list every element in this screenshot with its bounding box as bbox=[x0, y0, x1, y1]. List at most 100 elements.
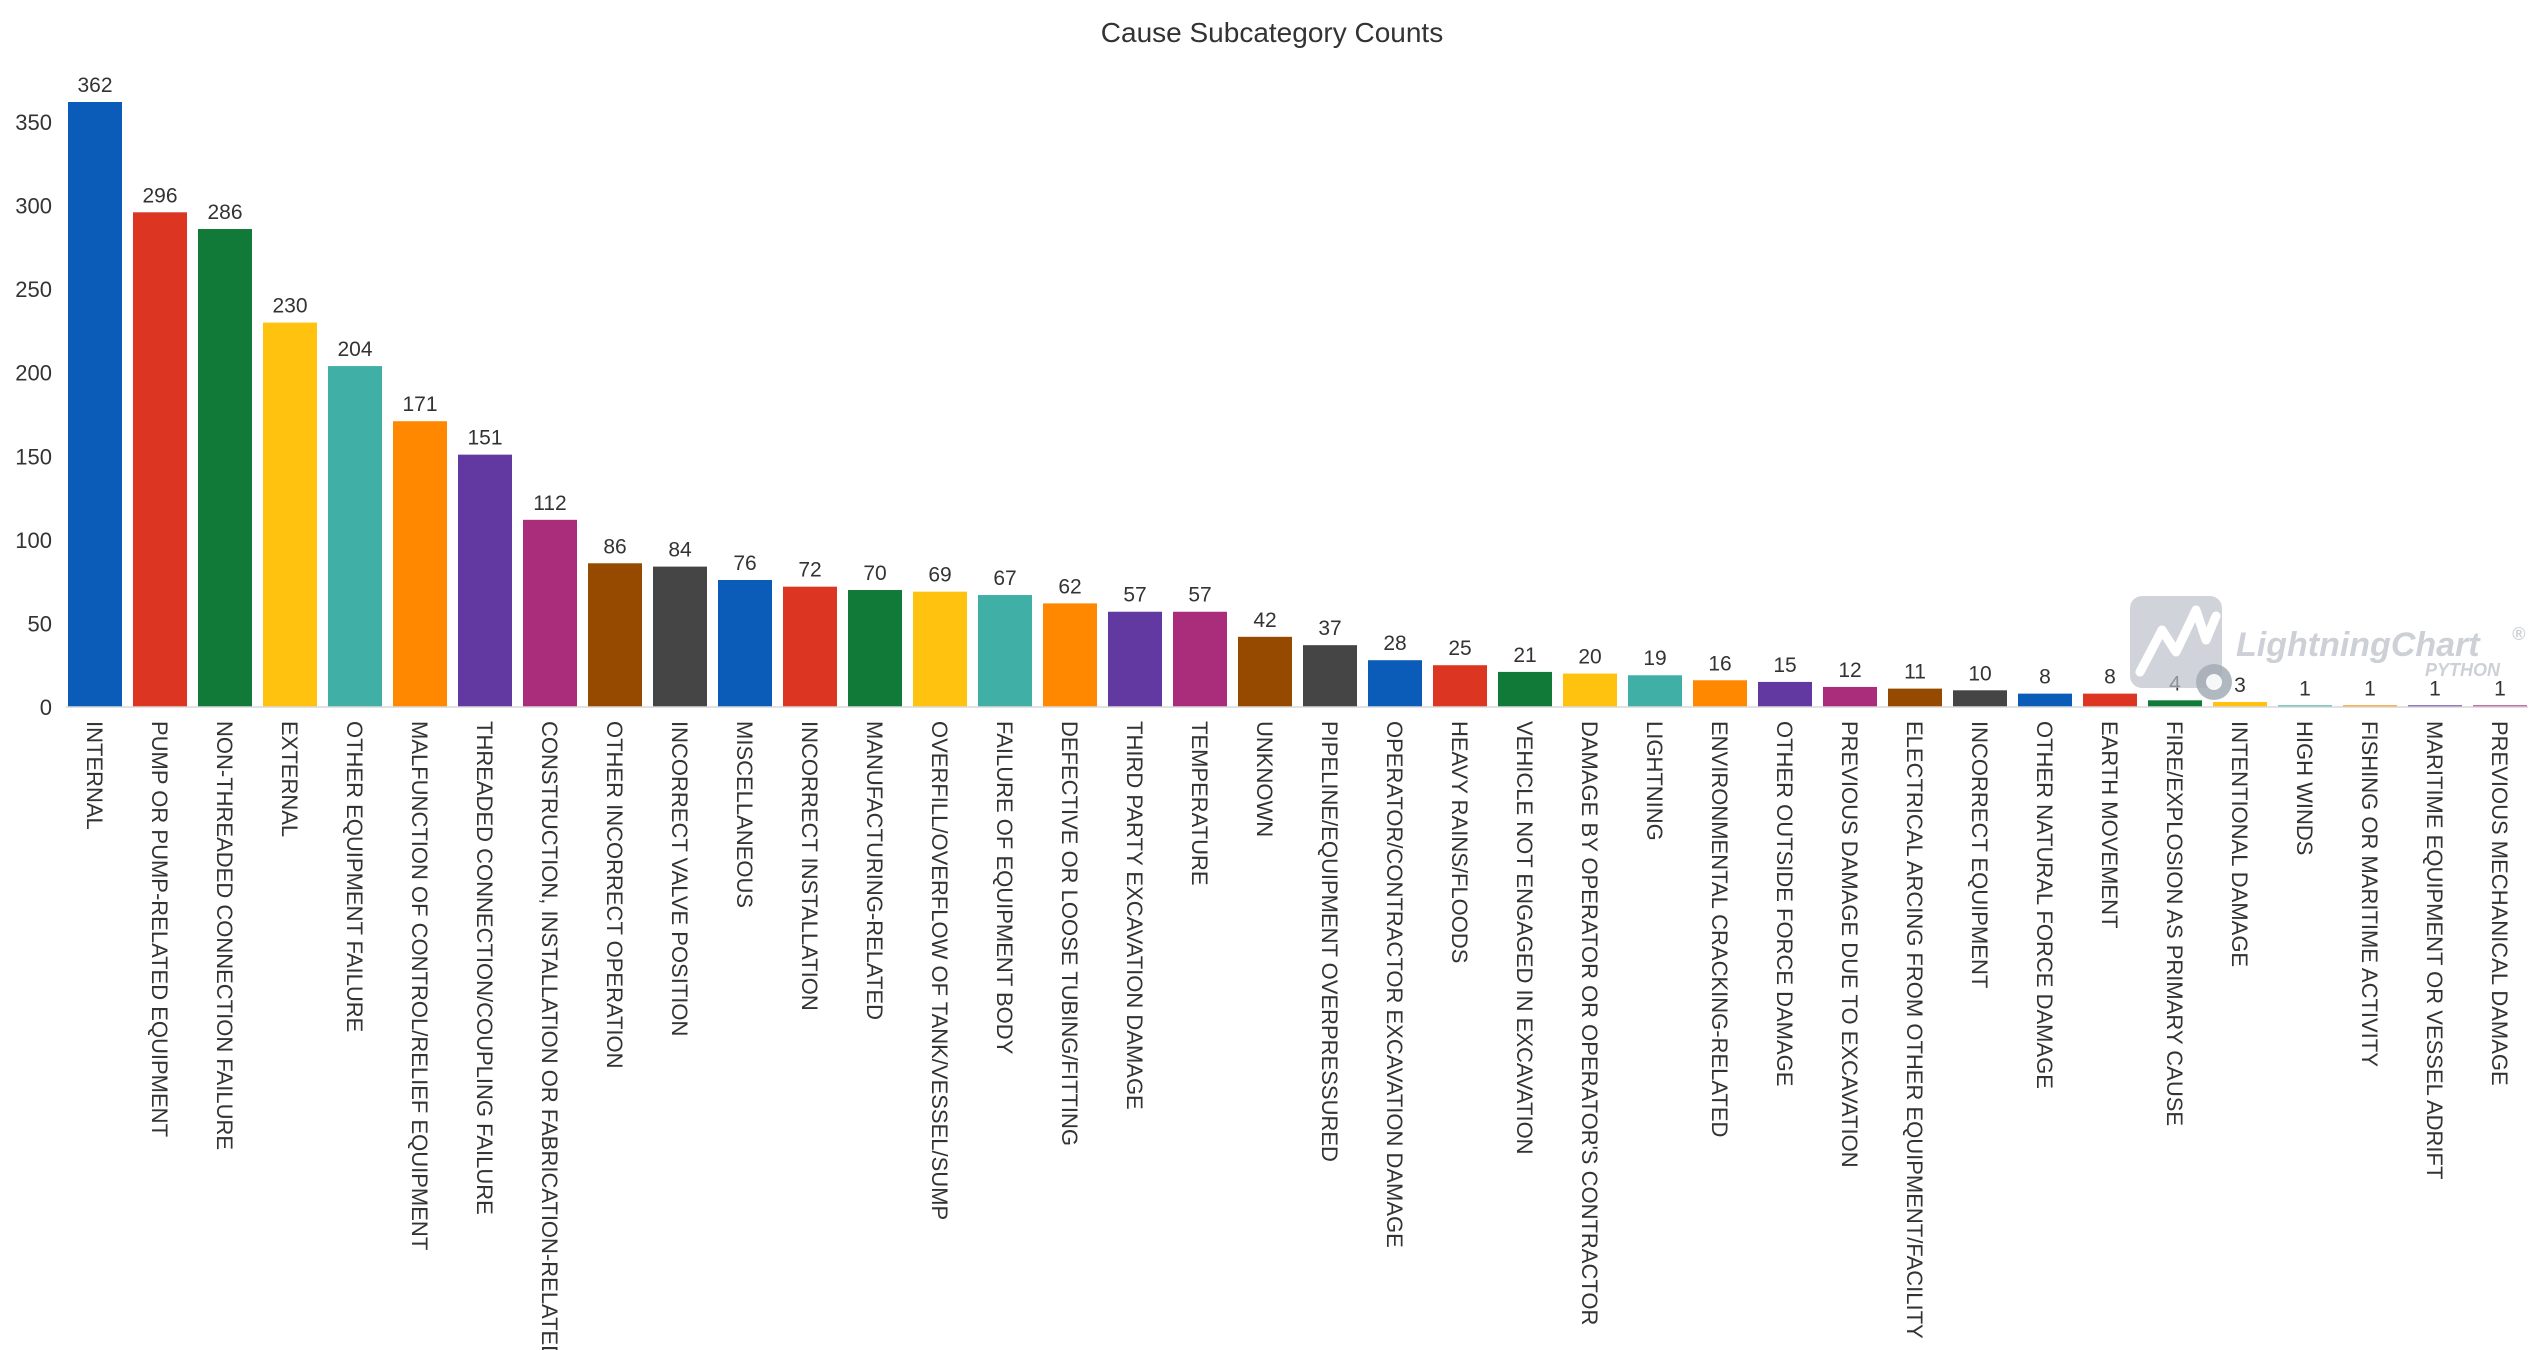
x-axis-labels-group: INTERNAL PUMP OR PUMP-RELATED EQUIPMENT NO… bbox=[82, 721, 2512, 1350]
bar-value-label: 62 bbox=[1058, 575, 1081, 598]
x-tick-label: HIGH WINDS bbox=[2292, 721, 2317, 855]
x-tick-label: DAMAGE BY OPERATOR OR OPERATOR'S CONTRAC… bbox=[1577, 721, 1602, 1325]
x-tick-label: INCORRECT INSTALLATION bbox=[797, 721, 822, 1011]
y-tick-label: 200 bbox=[15, 361, 52, 386]
x-tick-label: INTENTIONAL DAMAGE bbox=[2227, 721, 2252, 967]
x-tick-label: OTHER INCORRECT OPERATION bbox=[602, 721, 627, 1069]
bar bbox=[1758, 681, 1812, 707]
bar-value-label: 72 bbox=[798, 559, 821, 582]
x-tick-label: ENVIRONMENTAL CRACKING-RELATED bbox=[1707, 721, 1732, 1137]
x-tick-label: FISHING OR MARITIME ACTIVITY bbox=[2357, 721, 2382, 1067]
watermark-brand: LightningChart bbox=[2236, 626, 2481, 664]
bar bbox=[1303, 645, 1357, 707]
bar-value-label: 21 bbox=[1513, 644, 1536, 667]
bar bbox=[328, 366, 382, 707]
bar-value-label: 16 bbox=[1708, 652, 1731, 675]
bar-value-label: 84 bbox=[668, 539, 692, 562]
bar-value-label: 76 bbox=[733, 552, 756, 575]
bar bbox=[1823, 686, 1877, 707]
bar bbox=[68, 102, 122, 707]
y-tick-label: 250 bbox=[15, 277, 52, 302]
bar-value-label: 286 bbox=[207, 201, 242, 224]
x-tick-label: EXTERNAL bbox=[277, 721, 302, 837]
x-tick-label: OTHER NATURAL FORCE DAMAGE bbox=[2032, 721, 2057, 1089]
x-tick-label: FIRE/EXPLOSION AS PRIMARY CAUSE bbox=[2162, 721, 2187, 1126]
bar bbox=[393, 421, 447, 707]
bar bbox=[2278, 705, 2332, 707]
x-tick-label: OPERATOR/CONTRACTOR EXCAVATION DAMAGE bbox=[1382, 721, 1407, 1248]
bar bbox=[2018, 693, 2072, 707]
watermark-sub: PYTHON bbox=[2425, 660, 2501, 680]
x-tick-label: THREADED CONNECTION/COUPLING FAILURE bbox=[472, 721, 497, 1215]
bar bbox=[1368, 660, 1422, 707]
x-tick-label: PREVIOUS MECHANICAL DAMAGE bbox=[2487, 721, 2512, 1086]
x-tick-label: ELECTRICAL ARCING FROM OTHER EQUIPMENT/F… bbox=[1902, 721, 1927, 1339]
x-tick-label: TEMPERATURE bbox=[1187, 721, 1212, 886]
bar-value-label: 1 bbox=[2299, 677, 2311, 700]
x-tick-label: NON-THREADED CONNECTION FAILURE bbox=[212, 721, 237, 1150]
bar bbox=[1173, 611, 1227, 707]
bar bbox=[2473, 705, 2527, 707]
x-tick-label: EARTH MOVEMENT bbox=[2097, 721, 2122, 928]
bar-value-label: 37 bbox=[1318, 617, 1341, 640]
bar bbox=[2343, 705, 2397, 707]
bar-value-label: 25 bbox=[1448, 637, 1471, 660]
bar-value-label: 20 bbox=[1578, 646, 1601, 669]
x-tick-label: MANUFACTURING-RELATED bbox=[862, 721, 887, 1020]
x-tick-label: OTHER EQUIPMENT FAILURE bbox=[342, 721, 367, 1032]
x-tick-label: FAILURE OF EQUIPMENT BODY bbox=[992, 721, 1017, 1055]
bar bbox=[1498, 671, 1552, 707]
bar-value-label: 171 bbox=[402, 393, 437, 416]
x-tick-label: LIGHTNING bbox=[1642, 721, 1667, 841]
bar bbox=[848, 590, 902, 707]
bar bbox=[588, 563, 642, 707]
bar-value-label: 1 bbox=[2429, 677, 2441, 700]
bar-value-label: 86 bbox=[603, 535, 626, 558]
bars-group bbox=[68, 102, 2527, 707]
x-tick-label: MALFUNCTION OF CONTROL/RELIEF EQUIPMENT bbox=[407, 721, 432, 1250]
bar-value-label: 3 bbox=[2234, 674, 2246, 697]
bar-value-label: 70 bbox=[863, 562, 886, 585]
bar bbox=[653, 566, 707, 707]
y-tick-label: 0 bbox=[40, 695, 52, 720]
x-tick-label: PIPELINE/EQUIPMENT OVERPRESSURED bbox=[1317, 721, 1342, 1162]
x-tick-label: THIRD PARTY EXCAVATION DAMAGE bbox=[1122, 721, 1147, 1110]
bar bbox=[1108, 611, 1162, 707]
y-axis: 0 50 100 150 200 250 300 350 bbox=[15, 110, 52, 720]
bar-value-label: 11 bbox=[1904, 661, 1926, 684]
x-tick-label: INCORRECT EQUIPMENT bbox=[1967, 721, 1992, 988]
bar-value-label: 8 bbox=[2039, 666, 2051, 689]
x-tick-label: INTERNAL bbox=[82, 721, 107, 830]
bar bbox=[1238, 636, 1292, 707]
bar bbox=[2213, 701, 2267, 707]
y-tick-label: 300 bbox=[15, 194, 52, 219]
bar-value-label: 1 bbox=[2364, 677, 2376, 700]
bar bbox=[198, 229, 252, 707]
bar-value-label: 362 bbox=[77, 74, 112, 97]
bar bbox=[1953, 690, 2007, 707]
bar-value-label: 15 bbox=[1773, 654, 1796, 677]
bar-value-label: 112 bbox=[533, 492, 566, 515]
bar bbox=[1888, 688, 1942, 707]
bar-value-label: 57 bbox=[1123, 584, 1146, 607]
bar bbox=[913, 591, 967, 707]
x-tick-label: CONSTRUCTION, INSTALLATION OR FABRICATIO… bbox=[537, 721, 562, 1350]
x-tick-label: VEHICLE NOT ENGAGED IN EXCAVATION bbox=[1512, 721, 1537, 1155]
watermark-registered: ® bbox=[2512, 624, 2526, 644]
bar-value-label: 10 bbox=[1968, 662, 1991, 685]
x-tick-label: HEAVY RAINS/FLOODS bbox=[1447, 721, 1472, 963]
bar bbox=[718, 579, 772, 707]
bar bbox=[783, 586, 837, 707]
bar bbox=[1628, 675, 1682, 707]
chart-title: Cause Subcategory Counts bbox=[1101, 17, 1443, 48]
y-tick-label: 50 bbox=[28, 611, 52, 636]
bar-value-label: 204 bbox=[337, 338, 372, 361]
bar bbox=[1693, 680, 1747, 707]
bar-value-label: 12 bbox=[1838, 659, 1861, 682]
bar bbox=[2083, 693, 2137, 707]
bar bbox=[978, 595, 1032, 707]
bar-value-label: 8 bbox=[2104, 666, 2116, 689]
bar-value-label: 19 bbox=[1643, 647, 1666, 670]
